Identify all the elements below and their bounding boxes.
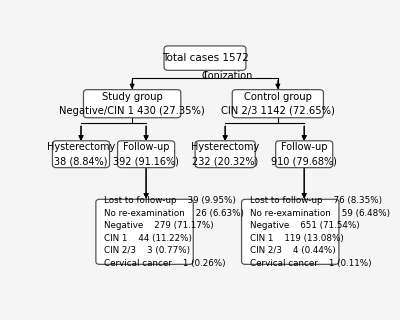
- Text: Total cases 1572: Total cases 1572: [162, 53, 248, 63]
- Text: Lost to follow-up    76 (8.35%)
No re-examination    59 (6.48%)
Negative    651 : Lost to follow-up 76 (8.35%) No re-exami…: [250, 196, 390, 268]
- Text: Hysterectomy
38 (8.84%): Hysterectomy 38 (8.84%): [47, 142, 115, 166]
- Text: Study group
Negative/CIN 1 430 (27.35%): Study group Negative/CIN 1 430 (27.35%): [59, 92, 205, 116]
- Text: Conization: Conization: [201, 71, 252, 81]
- Text: Follow-up
910 (79.68%): Follow-up 910 (79.68%): [271, 142, 337, 166]
- FancyBboxPatch shape: [118, 141, 175, 168]
- FancyBboxPatch shape: [96, 199, 193, 264]
- FancyBboxPatch shape: [52, 141, 110, 168]
- Text: Follow-up
392 (91.16%): Follow-up 392 (91.16%): [113, 142, 179, 166]
- FancyBboxPatch shape: [84, 90, 181, 118]
- FancyBboxPatch shape: [276, 141, 333, 168]
- FancyBboxPatch shape: [195, 141, 255, 168]
- FancyBboxPatch shape: [232, 90, 324, 118]
- Text: Control group
CIN 2/3 1142 (72.65%): Control group CIN 2/3 1142 (72.65%): [221, 92, 335, 116]
- FancyBboxPatch shape: [242, 199, 339, 264]
- Text: Hysterectomy
232 (20.32%): Hysterectomy 232 (20.32%): [191, 142, 259, 166]
- FancyBboxPatch shape: [164, 46, 246, 70]
- Text: Lost to follow-up    39 (9.95%)
No re-examination    26 (6.63%)
Negative    279 : Lost to follow-up 39 (9.95%) No re-exami…: [104, 196, 244, 268]
